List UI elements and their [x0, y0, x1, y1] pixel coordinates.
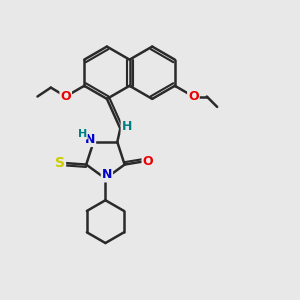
Text: O: O [188, 90, 199, 103]
Text: O: O [142, 155, 153, 168]
Text: O: O [60, 90, 71, 103]
Text: H: H [122, 120, 132, 133]
Text: S: S [55, 156, 65, 170]
Text: H: H [78, 129, 87, 139]
Text: N: N [85, 133, 95, 146]
Text: N: N [102, 169, 112, 182]
